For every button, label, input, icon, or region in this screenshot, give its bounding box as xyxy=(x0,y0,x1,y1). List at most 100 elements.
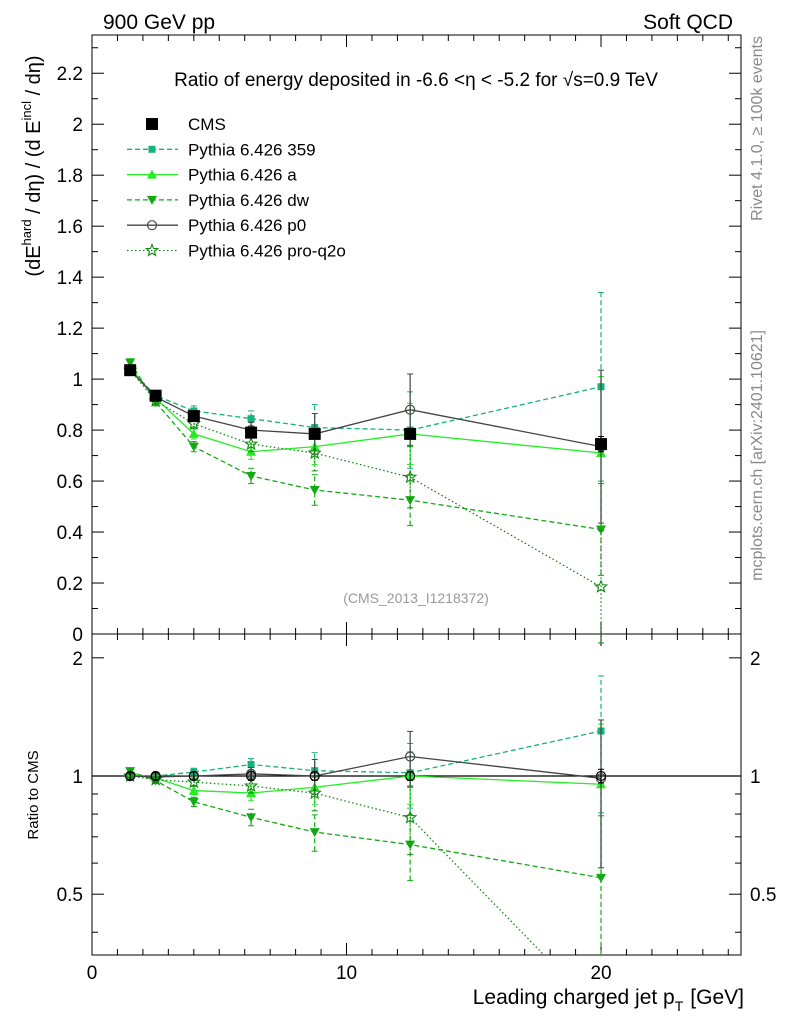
side-label-mcplots: mcplots.cern.ch [arXiv:2401.10621] xyxy=(749,330,766,581)
ratio-point xyxy=(186,774,201,789)
ratio-point xyxy=(188,785,199,795)
ratio-series-pythia-6-426-359 xyxy=(126,675,605,814)
ratio-axes: 0 10 20 0.5 0.5 1 1 2 2 xyxy=(57,633,776,984)
ratio-point xyxy=(402,810,418,824)
ratio-point xyxy=(243,778,259,793)
ratio-series-pythia-6-426-pro-q2o xyxy=(123,768,545,956)
series-pythia-6-426-a xyxy=(125,362,607,530)
analysis-id: (CMS_2013_I1218372) xyxy=(343,590,489,606)
y-tick-label: 2 xyxy=(72,115,83,136)
y-tick-label: 1.4 xyxy=(57,268,84,289)
series-pythia-6-426-359 xyxy=(126,291,605,482)
legend-label: Pythia 6.426 p0 xyxy=(188,216,306,235)
header-left: 900 GeV pp xyxy=(103,11,215,34)
legend-label: Pythia 6.426 dw xyxy=(188,191,310,210)
legend-marker xyxy=(147,169,157,179)
ratio-point xyxy=(247,761,255,769)
ylabel-part-5: / dη) xyxy=(23,55,45,101)
ylabel-part-3: / dη) / (d E xyxy=(23,121,45,220)
series-line xyxy=(129,369,602,588)
ratio-y-tick-label-right: 0.5 xyxy=(750,885,776,906)
y-axis-label: (dEhard / dη) / (d Eincl / dη) xyxy=(19,55,45,276)
data-point xyxy=(596,525,607,535)
y-tick-label: 0.8 xyxy=(57,421,83,442)
ratio-point xyxy=(150,770,161,782)
ratio-y-tick-label-right: 1 xyxy=(750,767,761,788)
legend-item: Pythia 6.426 p0 xyxy=(127,216,306,235)
data-point xyxy=(188,442,199,452)
legend: CMS Pythia 6.426 359 Pythia 6.426 a Pythia … xyxy=(127,115,346,261)
y-tick-label: 1.2 xyxy=(57,319,83,340)
legend-marker xyxy=(146,220,158,231)
ratio-point xyxy=(595,770,607,782)
ylabel-part-2: hard xyxy=(19,219,34,245)
data-point xyxy=(595,438,608,451)
plot-title: Ratio of energy deposited in -6.6 <η < -… xyxy=(174,70,658,91)
ratio-series-line xyxy=(130,730,602,777)
legend-marker xyxy=(144,242,160,257)
main-axes: 0 0.2 0.4 0.6 0.8 1 1.2 1.4 1.6 1.8 2 2.2 xyxy=(57,34,742,646)
data-point xyxy=(309,485,320,495)
legend-label: Pythia 6.426 pro-q2o xyxy=(188,242,346,261)
legend-label: Pythia 6.426 359 xyxy=(188,140,316,159)
data-point xyxy=(243,436,259,451)
ratio-series-pythia-6-426-dw xyxy=(125,767,607,955)
ratio-y-tick-label: 1 xyxy=(72,767,83,788)
series-line xyxy=(129,367,602,454)
ratio-series-cms xyxy=(125,768,607,784)
ratio-series-line xyxy=(130,775,545,956)
legend-item: CMS xyxy=(146,115,226,134)
ratio-point xyxy=(188,770,199,782)
y-tick-label: 0.4 xyxy=(57,523,84,544)
x-tick-label: 0 xyxy=(87,963,98,984)
legend-item: Pythia 6.426 a xyxy=(127,166,297,185)
y-tick-label: 1 xyxy=(72,370,83,391)
ratio-series-line xyxy=(129,770,602,879)
data-point xyxy=(402,469,418,484)
data-point xyxy=(247,415,255,423)
ratio-point xyxy=(245,770,257,782)
legend-item: Pythia 6.426 pro-q2o xyxy=(127,242,346,261)
xlabel-sub: T xyxy=(675,998,684,1014)
ratio-point xyxy=(405,840,416,850)
ratio-y-axis-label: Ratio to CMS xyxy=(25,750,42,839)
data-point xyxy=(124,364,137,377)
ratio-series-pythia-6-426-a xyxy=(125,723,607,879)
data-point xyxy=(149,389,162,402)
ratio-series-layer xyxy=(123,675,607,956)
ratio-y-tick-label-right: 2 xyxy=(750,649,761,670)
x-tick-label: 20 xyxy=(590,963,611,984)
data-point xyxy=(245,426,258,439)
data-point xyxy=(593,579,609,593)
ratio-point xyxy=(307,785,322,800)
data-point xyxy=(307,445,322,460)
ratio-point xyxy=(405,751,416,762)
y-tick-label: 0.6 xyxy=(57,472,83,493)
main-series-layer xyxy=(123,291,609,644)
data-point xyxy=(404,427,417,440)
series-pythia-6-426-dw xyxy=(125,358,607,576)
ylabel-part-1: (dE xyxy=(23,245,45,276)
series-cms xyxy=(124,364,608,453)
data-point xyxy=(405,404,416,415)
header-right: Soft QCD xyxy=(643,11,733,34)
legend-label: CMS xyxy=(188,115,226,134)
ratio-y-tick-label: 0.5 xyxy=(57,885,83,906)
ratio-point xyxy=(188,797,199,807)
data-point xyxy=(188,428,199,438)
x-axis-label: Leading charged jet pT [GeV] xyxy=(473,986,744,1014)
y-tick-label: 0 xyxy=(72,625,83,646)
ratio-point xyxy=(309,770,320,782)
y-tick-label: 0.2 xyxy=(57,574,83,595)
ratio-y-tick-label: 2 xyxy=(72,649,83,670)
y-tick-label: 1.8 xyxy=(57,166,83,187)
y-tick-label: 1.6 xyxy=(57,217,83,238)
data-point xyxy=(405,496,416,506)
data-point xyxy=(187,410,200,423)
series-line xyxy=(129,369,602,448)
ratio-series-line xyxy=(130,755,602,779)
ratio-series-line xyxy=(130,773,602,794)
legend-marker xyxy=(148,145,156,153)
legend-marker xyxy=(146,118,158,130)
